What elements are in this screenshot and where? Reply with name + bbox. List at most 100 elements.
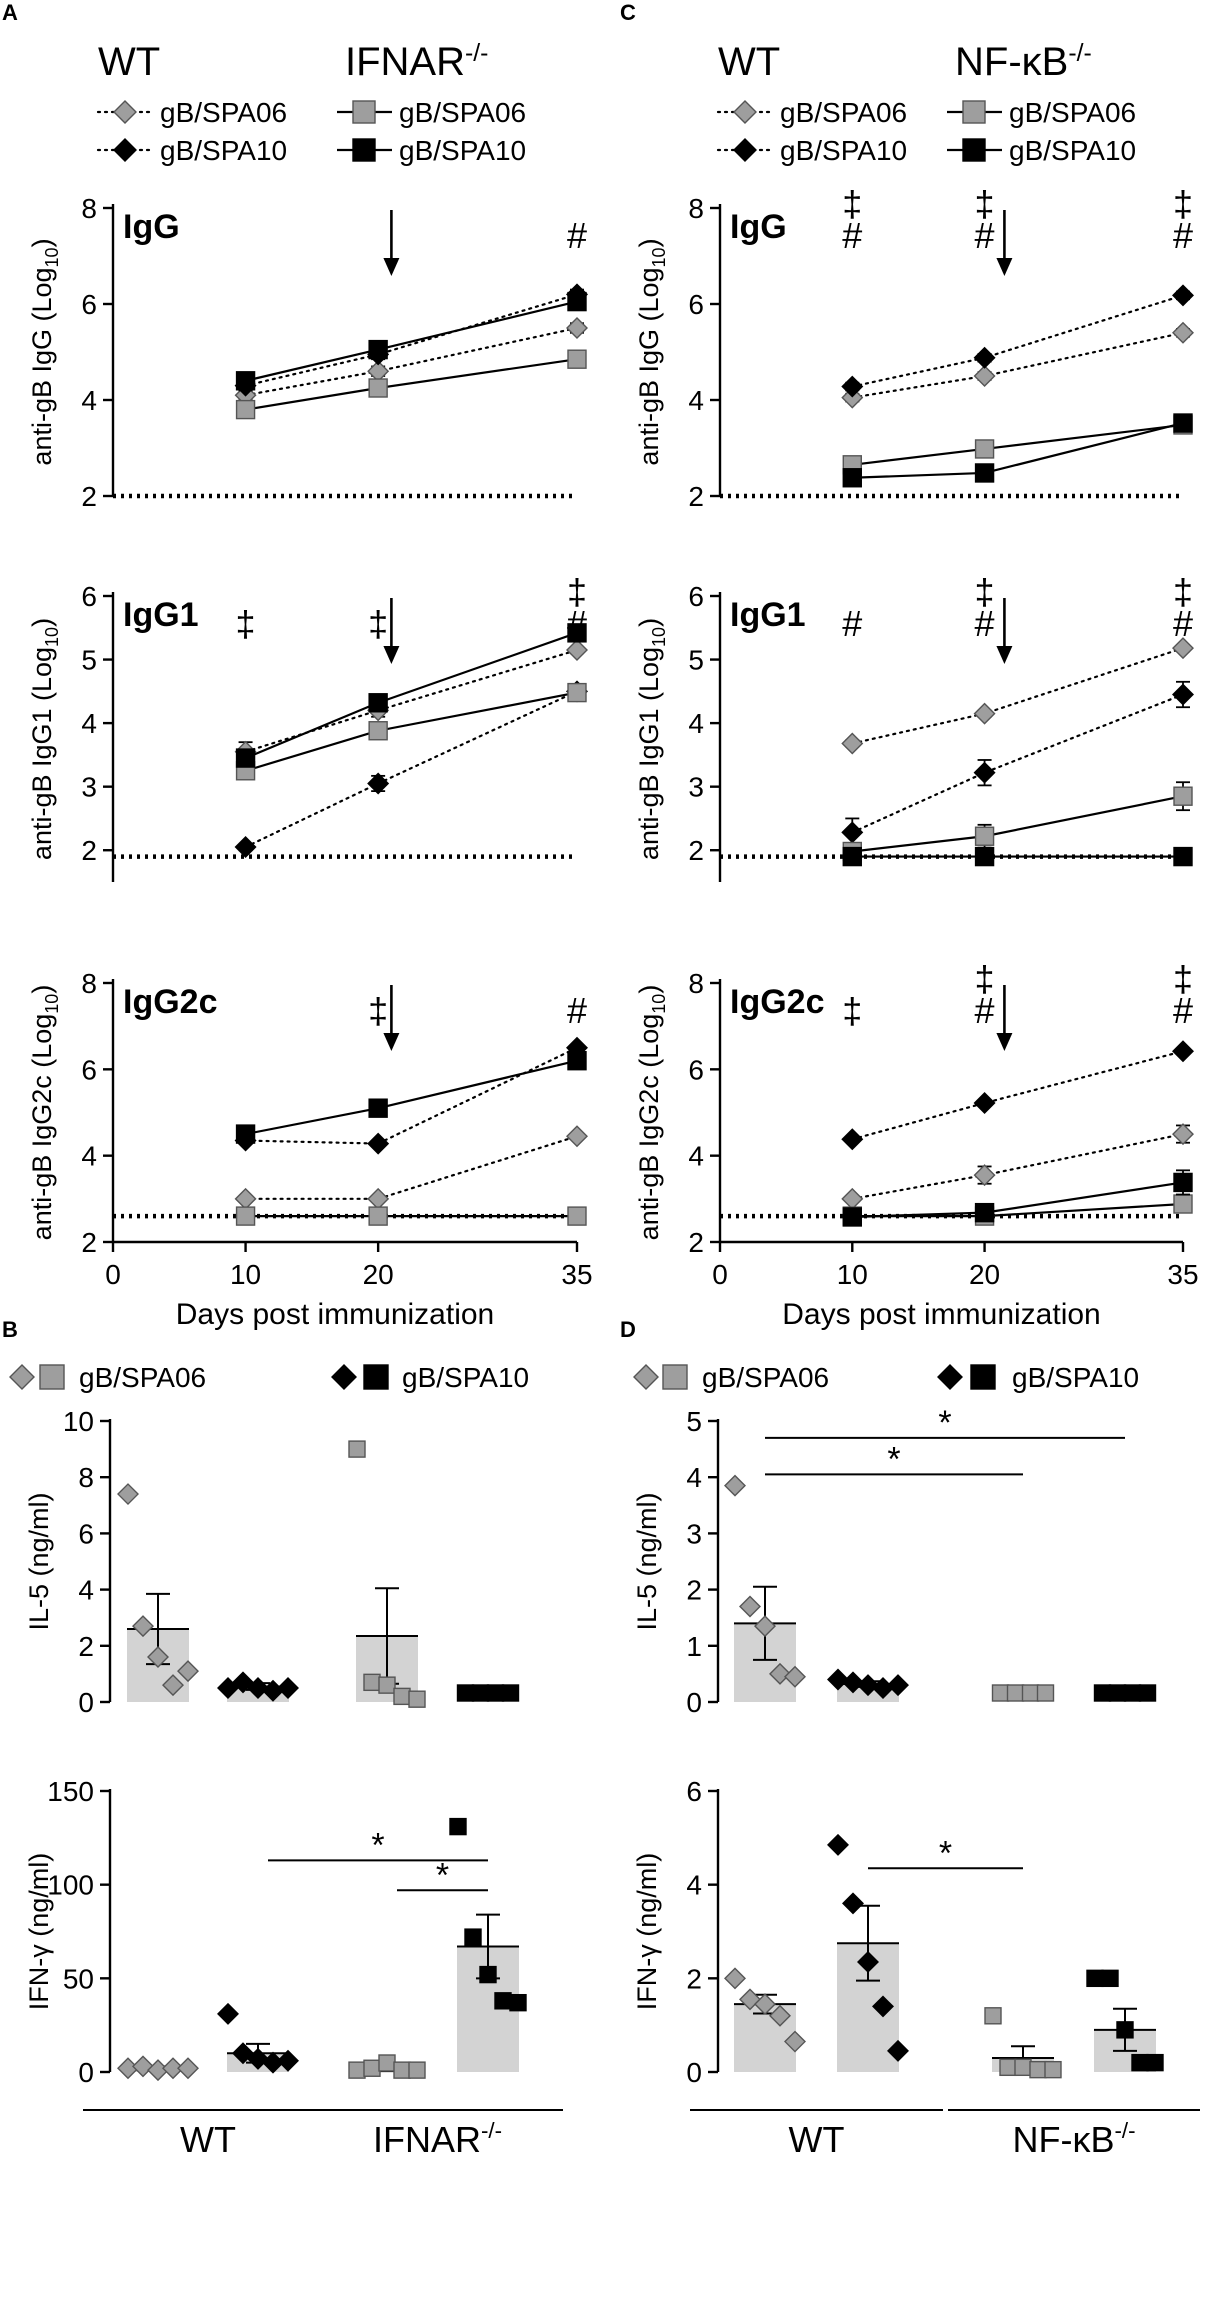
legend-label-a-0: gB/SPA06	[160, 97, 287, 128]
legend-marker-c-3	[962, 138, 986, 162]
subplot-a-igg2c-xtick-label-3: 35	[561, 1259, 592, 1290]
subplot-c-igg2c-annot-1-0: ‡	[975, 958, 995, 999]
subplot-c-igg-ytick-label-1: 4	[688, 385, 704, 416]
subplot-c-igg1-ytick-label-4: 6	[688, 581, 704, 612]
subplot-a-igg1-ytick-label-3: 5	[81, 645, 97, 676]
subplot-c-igg2c-series-0-point-2	[1172, 1123, 1194, 1146]
bar-d-0-ylabel: IL-5 (ng/ml)	[632, 1492, 662, 1630]
bar-b-0-bar-0-point-1	[132, 1615, 154, 1638]
subplot-c-igg2c-ytick-label-1: 4	[688, 1141, 704, 1172]
bar-b-0-ytick-label-2: 4	[78, 1575, 94, 1606]
bar-d-0-bar-3-point-2	[1123, 1684, 1142, 1702]
subplot-c-igg-series-2-point-1	[974, 439, 995, 459]
subplot-a-igg-label: IgG	[123, 208, 180, 246]
subplot-a-igg-ytick-label-1: 4	[81, 385, 97, 416]
legend-b-label-1: gB/SPA10	[402, 1362, 529, 1393]
subplot-c-igg2c-xtick-label-0: 0	[712, 1259, 728, 1290]
subplot-c-igg1-ytick-label-0: 2	[688, 835, 704, 866]
subplot-a-igg2c-series-3-line	[245, 1059, 578, 1136]
subplot-c-igg-series-1-line	[851, 294, 1185, 388]
subplot-c-igg-series-1-point-0	[841, 375, 864, 398]
subplot-a-igg2c-arrow-head	[383, 1033, 400, 1051]
subplot-c-igg-series-0-point-0	[841, 386, 864, 409]
subplot-a-igg1-series-2-line	[245, 691, 578, 772]
bar-d-1-ytick-label-0: 0	[686, 2057, 702, 2088]
subplot-a-igg1-series-0-point-2	[566, 639, 588, 662]
subplot-a-igg1-annot-1-0: ‡	[368, 603, 388, 644]
legend-label-c-2: gB/SPA06	[1009, 97, 1136, 128]
subplot-c-igg-annot-0-1: #	[842, 215, 862, 256]
bar-d-1-bar-2-point-1	[999, 2058, 1017, 2077]
subplot-c-igg1-series-1-point-2	[1172, 683, 1194, 706]
subplot-c-igg2c-series-1-line	[851, 1050, 1185, 1141]
subplot-c-igg2c-xtick-label-1: 10	[837, 1259, 868, 1290]
bar-b-0-bar-2-point-0	[348, 1440, 366, 1458]
bar-b-0-bar-0-point-0	[117, 1483, 139, 1506]
subplot-a-igg-series-3-point-2	[567, 291, 587, 312]
bar-d-0-bar-1-point-1	[842, 1671, 864, 1694]
subplot-c-igg-annot-1-1: #	[975, 215, 995, 256]
subplot-a-igg2c-series-0-point-2	[566, 1125, 588, 1148]
subplot-a-igg1-ytick-label-2: 4	[81, 708, 97, 739]
subplot-c-igg2c-series-0-point-1	[973, 1164, 996, 1187]
subplot-a-igg1-label: IgG1	[123, 596, 199, 634]
bar-d-0-sig-star-1: *	[887, 1440, 900, 1478]
subplot-c-igg2c-ylabel: anti-gB IgG2c (Log10)	[634, 985, 669, 1241]
subplot-a-igg-ytick-label-3: 8	[81, 193, 97, 224]
bar-d-1-bar-3-point-4	[1146, 2053, 1164, 2072]
subplot-a-igg-series-2-line	[245, 358, 578, 411]
subplot-c-igg1-ytick-label-2: 4	[688, 708, 704, 739]
subplot-a-igg1-annot-2-0: ‡	[567, 571, 587, 612]
subplot-a-igg2c-label: IgG2c	[123, 983, 217, 1021]
bar-b-0-bar-3-point-2	[486, 1684, 505, 1702]
legend-marker-a-2	[352, 100, 376, 124]
subplot-c-igg-series-3-point-0	[842, 468, 862, 488]
bar-d-1-ytick-label-2: 4	[686, 1870, 702, 1901]
subplot-c-igg-ytick-label-0: 2	[688, 481, 704, 512]
legend-group-c-left: WT	[718, 40, 780, 84]
bar-b-1-bar-2-point-0	[348, 2061, 366, 2079]
subplot-c-igg1-series-3-point-1	[974, 846, 995, 867]
bar-b-0-ytick-label-3: 6	[78, 1518, 94, 1549]
subplot-a-igg-series-0-line	[244, 326, 579, 397]
subplot-a-igg2c-series-1-point-1	[367, 1132, 390, 1155]
bar-b-1-bar-1-point-4	[277, 2049, 299, 2072]
subplot-c-igg2c-series-3-point-0	[842, 1207, 862, 1227]
subplot-a-igg-ytick-label-0: 2	[81, 481, 97, 512]
bar-d-1-bar-1-point-2	[857, 1950, 879, 1973]
legend-d-square-gray	[662, 1364, 688, 1390]
subplot-a-igg1-annot-0-0: ‡	[236, 603, 256, 644]
subplot-a-igg2c-xtick-label-1: 10	[230, 1259, 261, 1290]
legend-group-c-right: NF-κB-/-	[955, 40, 1092, 84]
subplot-c-igg2c-series-1-point-2	[1172, 1040, 1194, 1063]
bar-d-1-bar-1-point-4	[887, 2039, 909, 2062]
subplot-a-igg1-series-3-point-0	[235, 748, 256, 768]
bar-d-0-bar-1-point-2	[857, 1674, 879, 1697]
subplot-c-igg1-series-2-line	[852, 795, 1184, 853]
subplot-c-igg1-series-2-point-1	[974, 826, 995, 846]
subplot-a-igg2c-ytick-label-1: 4	[81, 1141, 97, 1172]
subplot-c-igg-series-0-point-1	[973, 365, 996, 387]
subplot-a-igg2c-series-3-point-2	[567, 1050, 587, 1071]
subplot-c-igg2c-series-3-point-1	[974, 1202, 995, 1223]
subplot-c-igg-ytick-label-3: 8	[688, 193, 704, 224]
bar-b-1-bar-3-point-2	[479, 1965, 497, 1984]
subplot-a-igg-series-3-point-1	[368, 339, 388, 360]
bar-b-1-bar-2-point-1	[363, 2059, 381, 2077]
subplot-c-igg1-series-0-point-2	[1172, 637, 1194, 660]
bar-d-0-ytick-label-5: 5	[686, 1406, 702, 1437]
subplot-c-igg1-ylabel: anti-gB IgG1 (Log10)	[634, 618, 669, 860]
subplot-c-igg1-ytick-label-3: 5	[688, 645, 704, 676]
subplot-c-igg-series-0-line	[851, 331, 1185, 399]
bar-b-0-ytick-label-4: 8	[78, 1462, 94, 1493]
bar-b-0-ytick-label-5: 10	[63, 1406, 94, 1437]
subplot-a-igg-series-2-point-1	[368, 378, 388, 398]
subplot-c-igg2c-xtick-label-2: 20	[969, 1259, 1000, 1290]
bar-b-1-bar-3-point-3	[494, 1992, 512, 2010]
subplot-c-igg1-label: IgG1	[730, 596, 806, 634]
bar-b-1-bar-3-point-4	[509, 1993, 527, 2012]
subplot-a-igg2c-series-3-point-1	[368, 1098, 388, 1118]
bar-d-1-ytick-label-1: 2	[686, 1963, 702, 1994]
subplot-a-igg2c-xtick-label-0: 0	[105, 1259, 121, 1290]
legend-group-a-right: IFNAR-/-	[345, 40, 488, 84]
